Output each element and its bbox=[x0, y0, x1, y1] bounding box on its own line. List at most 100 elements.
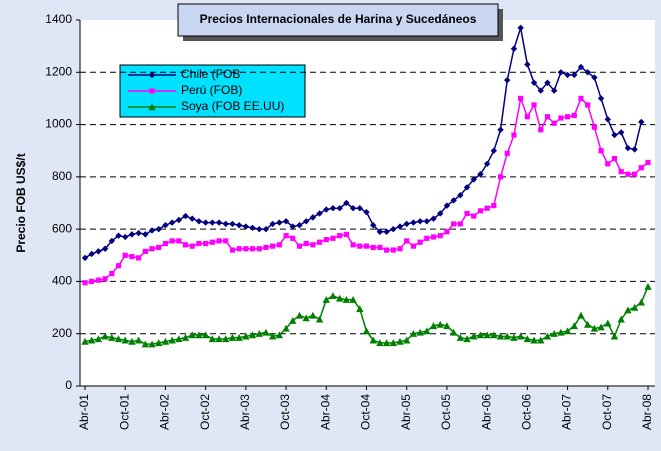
point bbox=[282, 218, 290, 225]
point bbox=[248, 331, 257, 339]
point bbox=[384, 247, 390, 253]
point bbox=[356, 205, 363, 212]
point bbox=[101, 245, 109, 252]
y-tick-label: 1400 bbox=[45, 12, 72, 26]
point bbox=[577, 63, 585, 71]
point bbox=[504, 76, 511, 84]
x-tick-label: Abr-02 bbox=[158, 394, 172, 430]
point bbox=[88, 250, 95, 258]
point bbox=[631, 146, 638, 153]
point bbox=[557, 328, 565, 336]
point bbox=[496, 332, 505, 340]
x-tick-label: Abr-06 bbox=[479, 394, 493, 430]
point bbox=[188, 331, 196, 339]
point bbox=[176, 238, 182, 244]
point bbox=[497, 126, 504, 133]
point bbox=[310, 242, 316, 248]
point bbox=[322, 296, 330, 303]
point bbox=[550, 330, 558, 337]
y-axis-label: Precio FOB US$/t bbox=[14, 153, 28, 252]
point bbox=[349, 296, 357, 303]
point bbox=[236, 246, 242, 252]
point bbox=[202, 219, 209, 226]
point bbox=[336, 205, 343, 212]
point bbox=[625, 171, 631, 177]
point bbox=[477, 171, 484, 178]
point bbox=[148, 227, 156, 234]
point bbox=[517, 24, 524, 32]
point bbox=[638, 118, 645, 126]
point bbox=[557, 69, 565, 76]
point bbox=[456, 333, 465, 341]
point bbox=[215, 219, 223, 226]
point bbox=[323, 237, 329, 243]
y-tick-label: 1000 bbox=[45, 117, 72, 131]
point bbox=[209, 239, 215, 245]
point bbox=[95, 277, 102, 283]
point bbox=[276, 219, 283, 226]
legend-label: Perú (FOB) bbox=[181, 83, 242, 97]
point bbox=[89, 278, 95, 285]
point bbox=[275, 331, 284, 339]
point bbox=[208, 335, 217, 343]
point bbox=[396, 223, 404, 230]
point bbox=[343, 199, 350, 207]
point bbox=[262, 225, 270, 233]
point bbox=[276, 242, 282, 248]
point bbox=[389, 339, 398, 347]
point bbox=[423, 218, 431, 225]
point bbox=[611, 131, 618, 139]
point bbox=[115, 232, 122, 239]
point bbox=[249, 224, 256, 232]
point bbox=[638, 165, 644, 171]
point bbox=[122, 252, 128, 258]
point bbox=[604, 319, 612, 327]
point bbox=[330, 235, 336, 241]
point bbox=[122, 233, 129, 241]
point bbox=[523, 335, 532, 343]
point bbox=[335, 294, 344, 302]
x-tick-label: Abr-08 bbox=[640, 394, 654, 430]
legend-label: Soya (FOB EE.UU) bbox=[181, 99, 284, 113]
point bbox=[302, 314, 310, 322]
point bbox=[102, 276, 108, 282]
point bbox=[377, 244, 383, 251]
point bbox=[463, 335, 471, 343]
point bbox=[510, 45, 518, 52]
point bbox=[610, 332, 619, 340]
point bbox=[289, 316, 297, 324]
point bbox=[296, 222, 303, 229]
point bbox=[182, 242, 189, 248]
point bbox=[82, 280, 88, 286]
point bbox=[430, 215, 437, 222]
point bbox=[109, 270, 115, 277]
point bbox=[463, 184, 471, 191]
point bbox=[437, 210, 444, 217]
point bbox=[617, 315, 625, 323]
point bbox=[390, 247, 396, 253]
point bbox=[94, 335, 103, 343]
point bbox=[162, 222, 169, 229]
y-tick-label: 400 bbox=[52, 274, 72, 288]
point bbox=[289, 223, 296, 230]
point bbox=[363, 243, 370, 249]
point bbox=[490, 331, 498, 339]
point bbox=[591, 124, 597, 130]
point bbox=[223, 238, 229, 244]
legend-label: Chile (FOB bbox=[181, 67, 240, 81]
point bbox=[583, 320, 592, 328]
point bbox=[329, 205, 337, 212]
point bbox=[570, 322, 578, 330]
point bbox=[637, 298, 645, 306]
x-tick-label: Oct-02 bbox=[198, 394, 212, 430]
point bbox=[195, 218, 203, 225]
point bbox=[410, 219, 417, 226]
point bbox=[168, 219, 176, 226]
point bbox=[309, 311, 317, 319]
point bbox=[302, 218, 310, 225]
point bbox=[476, 331, 485, 339]
point bbox=[282, 324, 290, 332]
chart-title: Precios Internacionales de Harina y Suce… bbox=[200, 12, 477, 26]
point bbox=[490, 147, 498, 154]
